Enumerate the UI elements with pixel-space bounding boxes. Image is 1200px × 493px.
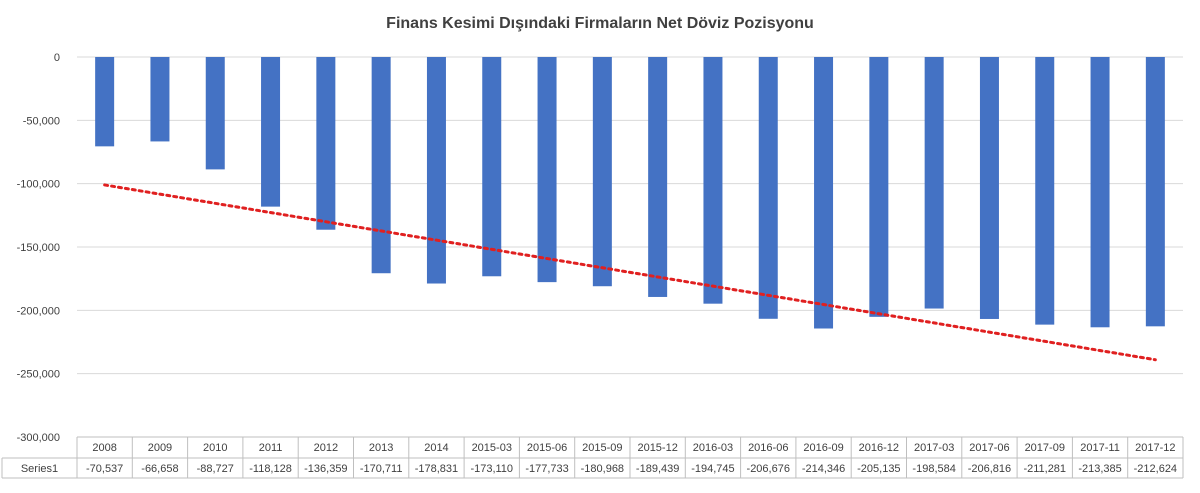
bar (1090, 57, 1110, 328)
data-label: -173,110 (470, 463, 513, 475)
data-label: -88,727 (197, 463, 234, 475)
bar (979, 57, 999, 319)
bar (592, 57, 612, 287)
x-tick-label: 2010 (203, 442, 227, 454)
x-tick-label: 2014 (424, 442, 448, 454)
x-tick-label: 2013 (369, 442, 393, 454)
x-tick-label: 2016-03 (693, 442, 733, 454)
x-tick-label: 2009 (148, 442, 172, 454)
x-tick-label: 2017-09 (1025, 442, 1065, 454)
bar (869, 57, 889, 317)
data-label: -118,128 (249, 463, 292, 475)
x-tick-label: 2017-11 (1080, 442, 1120, 454)
bar (758, 57, 778, 319)
data-label: -211,281 (1023, 463, 1066, 475)
chart-title: Finans Kesimi Dışındaki Firmaların Net D… (386, 15, 814, 32)
y-tick-label: -300,000 (17, 432, 60, 444)
data-label: -205,135 (857, 463, 900, 475)
bar (205, 57, 225, 170)
bar (1145, 57, 1165, 327)
bar (537, 57, 557, 283)
data-label: -189,439 (636, 463, 679, 475)
x-tick-label: 2015-09 (582, 442, 622, 454)
bar (426, 57, 446, 284)
x-tick-label: 2017-03 (914, 442, 954, 454)
data-label: -177,733 (525, 463, 568, 475)
bars (95, 57, 1165, 329)
x-tick-label: 2008 (92, 442, 116, 454)
x-tick-label: 2016-12 (859, 442, 899, 454)
bar (482, 57, 502, 277)
bar (371, 57, 391, 274)
bar (1035, 57, 1055, 325)
x-tick-label: 2017-06 (969, 442, 1009, 454)
data-label: -198,584 (912, 463, 955, 475)
data-label: -170,711 (360, 463, 403, 475)
trendline-line (103, 183, 1157, 362)
data-label: -214,346 (802, 463, 845, 475)
bar (703, 57, 723, 304)
x-tick-label: 2017-12 (1135, 442, 1175, 454)
y-tick-label: -50,000 (23, 115, 60, 127)
gridlines (77, 56, 1183, 438)
data-label: -206,676 (747, 463, 790, 475)
y-tick-label: -200,000 (17, 305, 60, 317)
data-label: -66,658 (141, 463, 178, 475)
x-tick-label: 2015-12 (637, 442, 677, 454)
bar (648, 57, 668, 297)
data-label: -206,816 (968, 463, 1011, 475)
data-label: -136,359 (304, 463, 347, 475)
y-tick-label: -100,000 (17, 179, 60, 191)
x-tick-label: 2016-06 (748, 442, 788, 454)
y-axis-tick-labels: 0 -50,000 -100,000 -150,000 -200,000 -250,000… (17, 52, 60, 444)
x-tick-label: 2015-06 (527, 442, 567, 454)
trendline (103, 183, 1157, 362)
bar (814, 57, 834, 329)
x-tick-label: 2016-09 (803, 442, 843, 454)
y-tick-label: -250,000 (17, 369, 60, 381)
y-tick-label: 0 (54, 52, 60, 64)
x-tick-label: 2011 (259, 442, 283, 454)
x-tick-label: 2015-03 (472, 442, 512, 454)
data-label: -180,968 (581, 463, 624, 475)
bar (261, 57, 281, 207)
bar (924, 57, 944, 309)
data-table: 2008 -70,537 2009 -66,658 2010 -88,727 2011 -11… (1, 436, 1184, 479)
series-name-label: Series1 (21, 463, 58, 475)
bar (95, 57, 115, 147)
bar (150, 57, 170, 142)
data-label: -194,745 (691, 463, 734, 475)
x-tick-label: 2012 (314, 442, 338, 454)
data-label: -70,537 (86, 463, 123, 475)
y-tick-label: -150,000 (17, 242, 60, 254)
data-label: -178,831 (415, 463, 458, 475)
data-label: -212,624 (1134, 463, 1177, 475)
bar (316, 57, 336, 230)
data-label: -213,385 (1078, 463, 1121, 475)
